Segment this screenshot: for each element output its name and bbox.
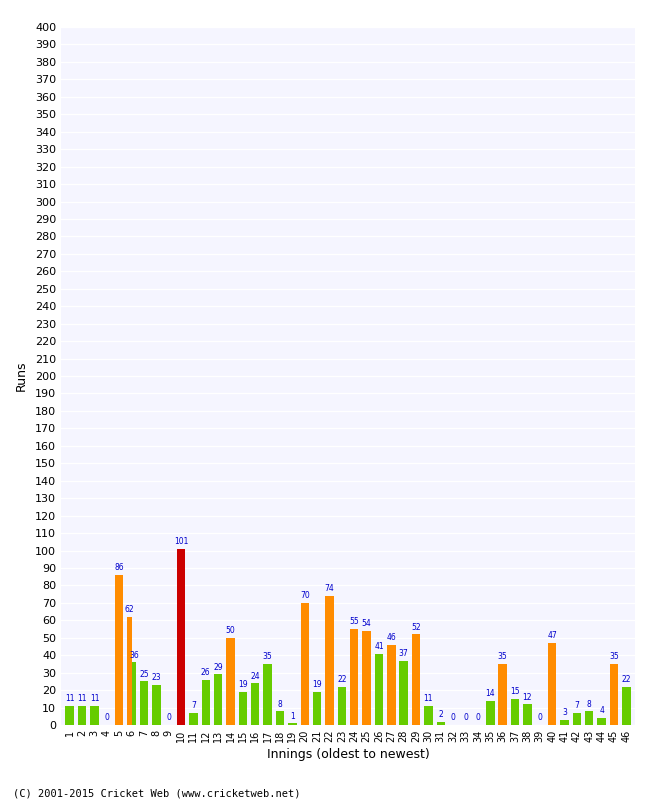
Text: 4: 4 — [599, 706, 604, 715]
Text: 36: 36 — [129, 650, 139, 660]
Text: 22: 22 — [337, 675, 346, 684]
Text: 74: 74 — [324, 584, 334, 594]
Text: 0: 0 — [538, 714, 542, 722]
Text: 11: 11 — [90, 694, 99, 703]
Bar — [548, 643, 556, 725]
Text: 1: 1 — [290, 712, 294, 721]
Text: 19: 19 — [312, 680, 322, 690]
Bar — [622, 686, 630, 725]
Bar — [115, 575, 124, 725]
Bar — [276, 711, 284, 725]
Bar — [288, 723, 296, 725]
Bar — [140, 682, 148, 725]
Bar — [511, 699, 519, 725]
Bar — [486, 701, 495, 725]
Bar — [437, 722, 445, 725]
Y-axis label: Runs: Runs — [15, 361, 28, 391]
Text: 3: 3 — [562, 708, 567, 718]
Bar — [263, 664, 272, 725]
Bar — [202, 680, 210, 725]
Text: 11: 11 — [65, 694, 75, 703]
Text: 62: 62 — [124, 606, 134, 614]
Text: 26: 26 — [201, 668, 211, 677]
Text: 29: 29 — [213, 663, 223, 672]
Bar — [189, 713, 198, 725]
Bar — [597, 718, 606, 725]
Bar — [214, 674, 222, 725]
Bar — [387, 645, 396, 725]
Bar — [362, 631, 370, 725]
Text: 35: 35 — [498, 652, 508, 662]
Bar — [585, 711, 593, 725]
Text: 0: 0 — [463, 714, 468, 722]
Text: 50: 50 — [226, 626, 235, 635]
Text: 52: 52 — [411, 622, 421, 632]
Text: 12: 12 — [523, 693, 532, 702]
Text: 35: 35 — [609, 652, 619, 662]
Bar — [251, 683, 259, 725]
Bar — [610, 664, 618, 725]
Bar — [131, 662, 136, 725]
Bar — [560, 720, 569, 725]
Text: 0: 0 — [450, 714, 456, 722]
Bar — [313, 692, 321, 725]
Text: 0: 0 — [166, 714, 171, 722]
Text: 25: 25 — [139, 670, 149, 679]
Text: 14: 14 — [486, 689, 495, 698]
Bar — [226, 638, 235, 725]
Bar — [152, 685, 161, 725]
Bar — [127, 617, 131, 725]
Bar — [325, 596, 333, 725]
Text: 54: 54 — [361, 619, 371, 628]
Text: 24: 24 — [250, 671, 260, 681]
Bar — [523, 704, 532, 725]
Bar — [424, 706, 433, 725]
Text: 11: 11 — [424, 694, 433, 703]
Text: 101: 101 — [174, 537, 188, 546]
Bar — [177, 549, 185, 725]
Text: 2: 2 — [438, 710, 443, 719]
Text: 8: 8 — [587, 699, 592, 709]
Text: 41: 41 — [374, 642, 384, 651]
Bar — [499, 664, 507, 725]
Text: 15: 15 — [510, 687, 520, 696]
Text: 70: 70 — [300, 591, 309, 600]
Bar — [337, 686, 346, 725]
Bar — [66, 706, 74, 725]
Bar — [573, 713, 581, 725]
Text: 86: 86 — [114, 563, 124, 572]
Bar — [239, 692, 247, 725]
Text: 11: 11 — [77, 694, 87, 703]
Text: 23: 23 — [151, 674, 161, 682]
Text: 46: 46 — [387, 633, 396, 642]
Text: 8: 8 — [278, 699, 282, 709]
Text: 22: 22 — [621, 675, 631, 684]
Text: 0: 0 — [475, 714, 480, 722]
Bar — [350, 629, 358, 725]
Bar — [90, 706, 99, 725]
Text: 35: 35 — [263, 652, 272, 662]
X-axis label: Innings (oldest to newest): Innings (oldest to newest) — [266, 748, 430, 761]
Text: 55: 55 — [349, 618, 359, 626]
Text: (C) 2001-2015 Cricket Web (www.cricketweb.net): (C) 2001-2015 Cricket Web (www.cricketwe… — [13, 788, 300, 798]
Text: 0: 0 — [105, 714, 109, 722]
Text: 7: 7 — [191, 702, 196, 710]
Bar — [400, 661, 408, 725]
Bar — [412, 634, 421, 725]
Text: 7: 7 — [575, 702, 579, 710]
Bar — [300, 603, 309, 725]
Text: 19: 19 — [238, 680, 248, 690]
Text: 47: 47 — [547, 631, 557, 641]
Bar — [374, 654, 384, 725]
Text: 37: 37 — [399, 649, 409, 658]
Bar — [78, 706, 86, 725]
